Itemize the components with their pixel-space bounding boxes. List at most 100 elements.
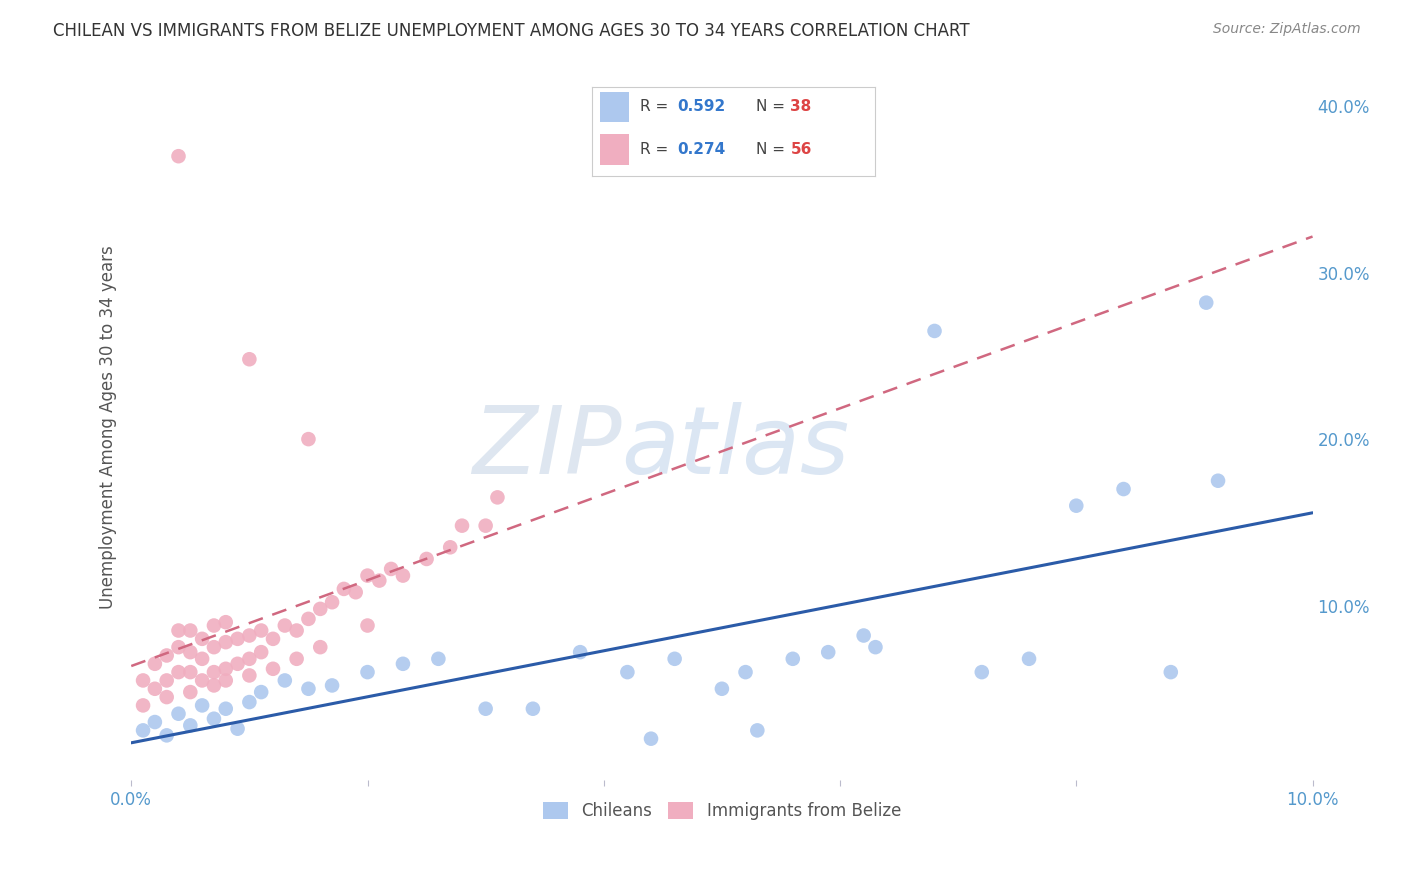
Point [238, 628, 260, 642]
Point [202, 712, 225, 726]
Point [1112, 482, 1135, 496]
Point [285, 652, 308, 666]
Point [179, 645, 201, 659]
Point [321, 595, 343, 609]
Point [143, 657, 166, 671]
Point [1206, 474, 1229, 488]
Point [297, 681, 319, 696]
Point [167, 640, 190, 655]
Text: ZIP: ZIP [472, 402, 621, 493]
Point [179, 718, 201, 732]
Point [156, 690, 179, 704]
Point [309, 640, 332, 655]
Text: CHILEAN VS IMMIGRANTS FROM BELIZE UNEMPLOYMENT AMONG AGES 30 TO 34 YEARS CORRELA: CHILEAN VS IMMIGRANTS FROM BELIZE UNEMPL… [53, 22, 970, 40]
Point [344, 585, 367, 599]
Point [132, 723, 155, 738]
Point [356, 618, 378, 632]
Point [569, 645, 592, 659]
Point [356, 568, 378, 582]
Text: atlas: atlas [621, 402, 849, 493]
Point [368, 574, 391, 588]
Point [451, 518, 474, 533]
Legend: Chileans, Immigrants from Belize: Chileans, Immigrants from Belize [537, 797, 907, 825]
Point [191, 652, 214, 666]
Point [1018, 652, 1040, 666]
Point [1195, 295, 1218, 310]
Point [238, 352, 260, 367]
Point [167, 665, 190, 679]
Point [167, 149, 190, 163]
Point [202, 640, 225, 655]
Text: Source: ZipAtlas.com: Source: ZipAtlas.com [1213, 22, 1361, 37]
Point [202, 678, 225, 692]
Point [215, 673, 238, 688]
Point [356, 665, 378, 679]
Point [309, 602, 332, 616]
Point [970, 665, 993, 679]
Point [297, 432, 319, 446]
Point [427, 652, 450, 666]
Point [238, 652, 260, 666]
Point [250, 645, 273, 659]
Point [215, 662, 238, 676]
Point [852, 628, 875, 642]
Point [924, 324, 946, 338]
Point [250, 624, 273, 638]
Point [392, 657, 415, 671]
Point [167, 706, 190, 721]
Y-axis label: Unemployment Among Ages 30 to 34 years: Unemployment Among Ages 30 to 34 years [100, 244, 117, 608]
Point [474, 518, 496, 533]
Point [156, 648, 179, 663]
Point [156, 673, 179, 688]
Point [522, 702, 544, 716]
Point [156, 728, 179, 742]
Point [215, 702, 238, 716]
Point [664, 652, 686, 666]
Point [179, 665, 201, 679]
Point [226, 722, 249, 736]
Point [143, 681, 166, 696]
Point [865, 640, 887, 655]
Point [1160, 665, 1182, 679]
Point [285, 624, 308, 638]
Point [215, 635, 238, 649]
Point [132, 698, 155, 713]
Point [486, 491, 509, 505]
Point [274, 618, 297, 632]
Point [191, 632, 214, 646]
Point [191, 698, 214, 713]
Point [179, 685, 201, 699]
Point [640, 731, 662, 746]
Point [782, 652, 804, 666]
Point [226, 632, 249, 646]
Point [321, 678, 343, 692]
Point [747, 723, 769, 738]
Point [297, 612, 319, 626]
Point [1064, 499, 1087, 513]
Point [380, 562, 402, 576]
Point [474, 702, 496, 716]
Point [734, 665, 756, 679]
Point [179, 624, 201, 638]
Point [817, 645, 839, 659]
Point [392, 568, 415, 582]
Point [415, 552, 437, 566]
Point [226, 657, 249, 671]
Point [143, 714, 166, 729]
Point [167, 624, 190, 638]
Point [132, 673, 155, 688]
Point [262, 662, 284, 676]
Point [238, 695, 260, 709]
Point [202, 618, 225, 632]
Point [274, 673, 297, 688]
Point [616, 665, 638, 679]
Point [262, 632, 284, 646]
Point [439, 541, 461, 555]
Point [202, 665, 225, 679]
Point [191, 673, 214, 688]
Point [710, 681, 733, 696]
Point [238, 668, 260, 682]
Point [250, 685, 273, 699]
Point [333, 582, 356, 596]
Point [215, 615, 238, 630]
